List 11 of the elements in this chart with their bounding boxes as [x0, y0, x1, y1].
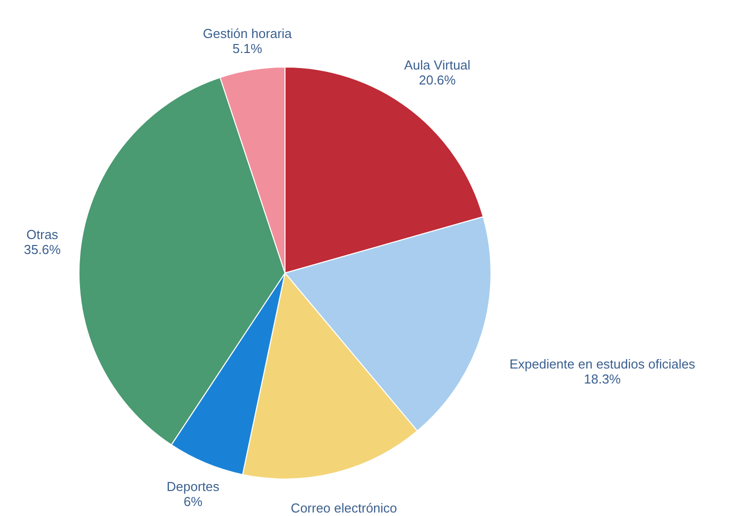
data-label: 20.6% [418, 72, 456, 88]
slice-label: Aula Virtual [404, 57, 471, 72]
slice-label: Gestión horaria [202, 26, 293, 41]
slice-label: Correo electrónico [290, 500, 398, 516]
data-label: 35.6% [24, 242, 62, 257]
data-label: 18.3% [584, 372, 622, 387]
slice-label: Otras [26, 226, 59, 242]
slice-label: Deportes [166, 479, 220, 494]
data-label: 5.1% [232, 40, 263, 56]
data-label: 6% [184, 494, 203, 510]
slice-label: Expediente en estudios oficiales [509, 356, 696, 372]
